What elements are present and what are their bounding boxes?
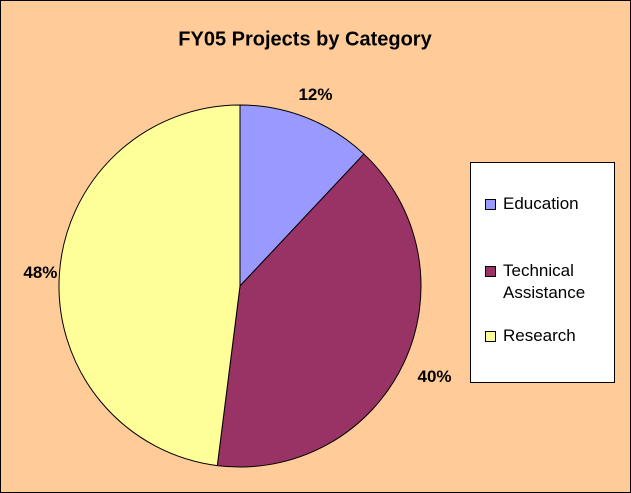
legend-label-box: Education <box>503 194 579 213</box>
legend-label-box: Research <box>503 326 576 345</box>
legend-label-box: Technical Assistance <box>503 261 586 302</box>
legend-swatch <box>485 199 496 210</box>
pie-slice <box>58 104 241 467</box>
legend-label: Research <box>503 326 576 345</box>
chart-title: FY05 Projects by Category <box>178 28 432 50</box>
data-label: 48% <box>23 263 57 282</box>
pie-slice <box>239 104 365 288</box>
data-label: 40% <box>418 367 452 386</box>
legend-label: Education <box>503 194 579 213</box>
data-label: 12% <box>298 85 332 104</box>
legend-swatch <box>485 266 496 277</box>
legend-swatch <box>485 331 496 342</box>
legend-label: Technical Assistance <box>503 261 586 302</box>
pie-slice <box>216 153 422 468</box>
